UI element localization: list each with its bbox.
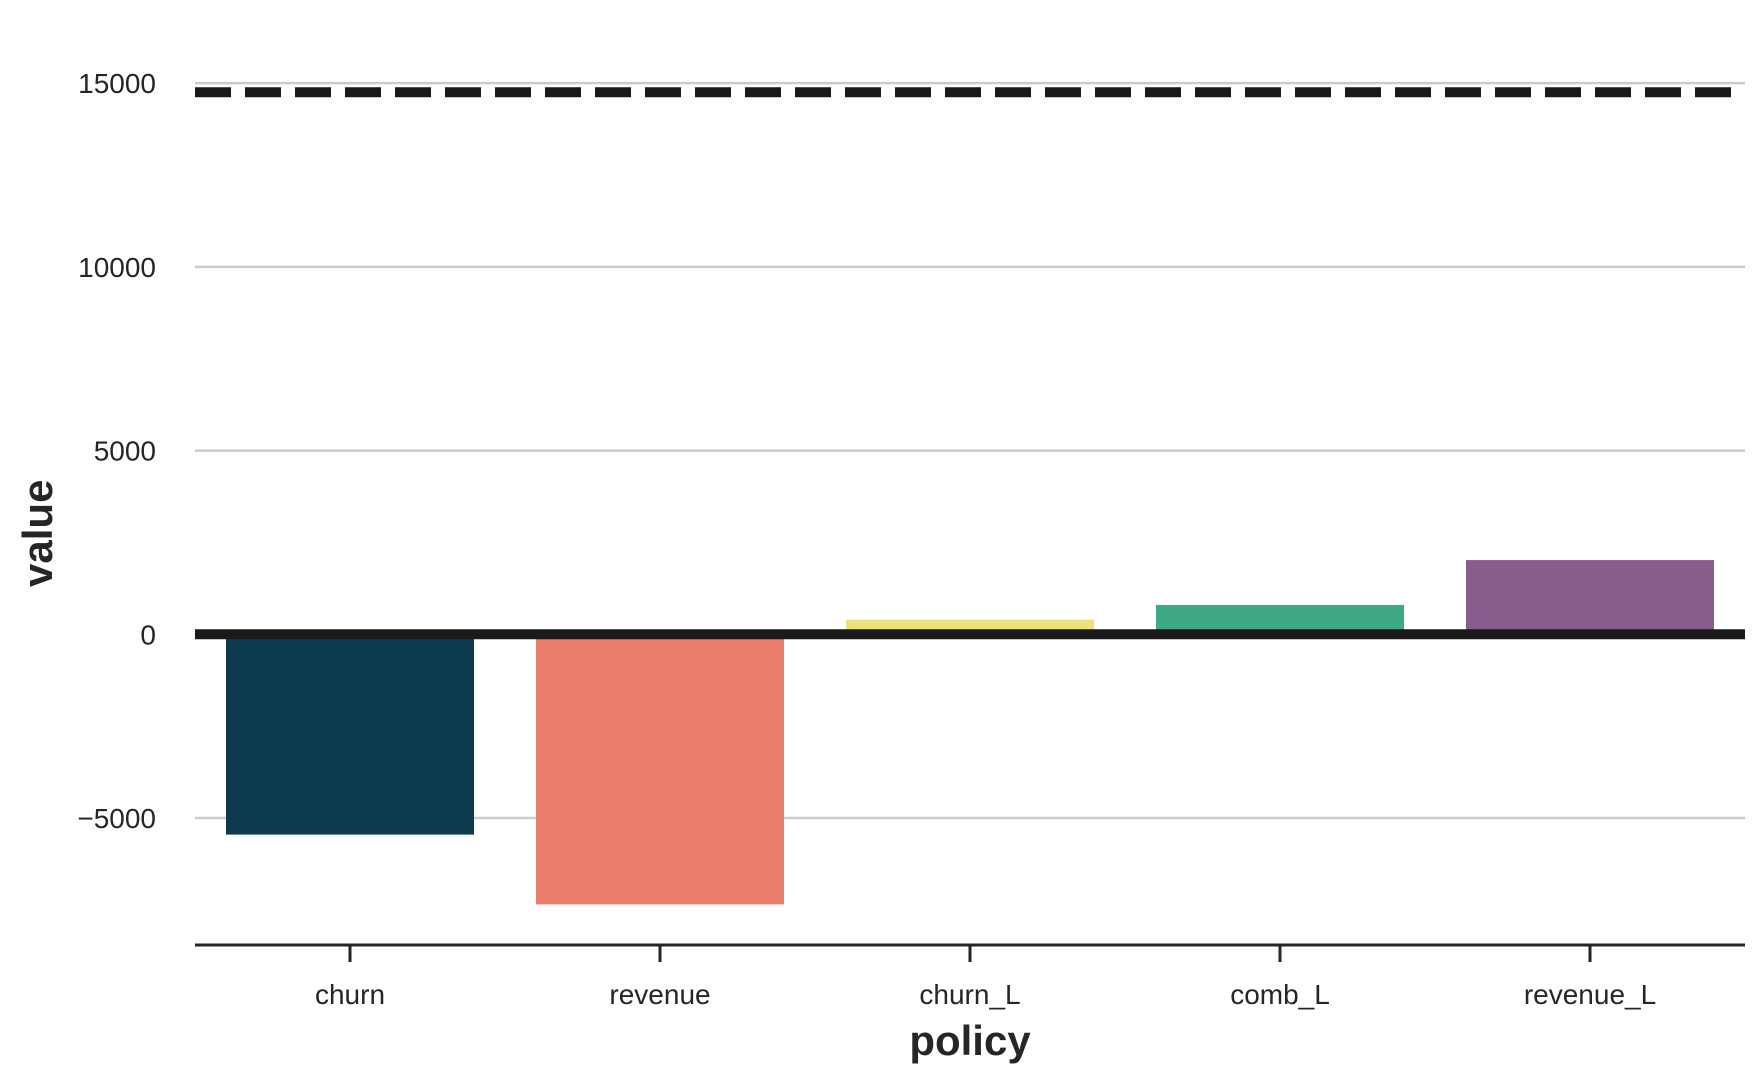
- x-tick-label: comb_L: [1230, 979, 1330, 1010]
- y-tick-label: 5000: [94, 436, 156, 467]
- x-tick-label: revenue: [609, 979, 710, 1010]
- y-tick-label: 10000: [78, 252, 156, 283]
- y-tick-label: 15000: [78, 68, 156, 99]
- bars: [226, 560, 1714, 905]
- x-tick-label: churn: [315, 979, 385, 1010]
- x-tick-label: revenue_L: [1524, 979, 1656, 1010]
- y-axis-label: value: [14, 480, 61, 587]
- y-tick-label: −5000: [77, 803, 156, 834]
- x-tick-label: churn_L: [919, 979, 1020, 1010]
- axes: −5000 0 5000 10000 15000 churn revenue churn_L c…: [77, 68, 1745, 1010]
- bar-churn: [226, 634, 474, 835]
- bar-revenue: [536, 634, 784, 905]
- reference-lines: [195, 87, 1745, 640]
- bar-revenue-l: [1466, 560, 1714, 635]
- y-tick-label: 0: [140, 619, 156, 650]
- x-axis-label: policy: [909, 1017, 1031, 1064]
